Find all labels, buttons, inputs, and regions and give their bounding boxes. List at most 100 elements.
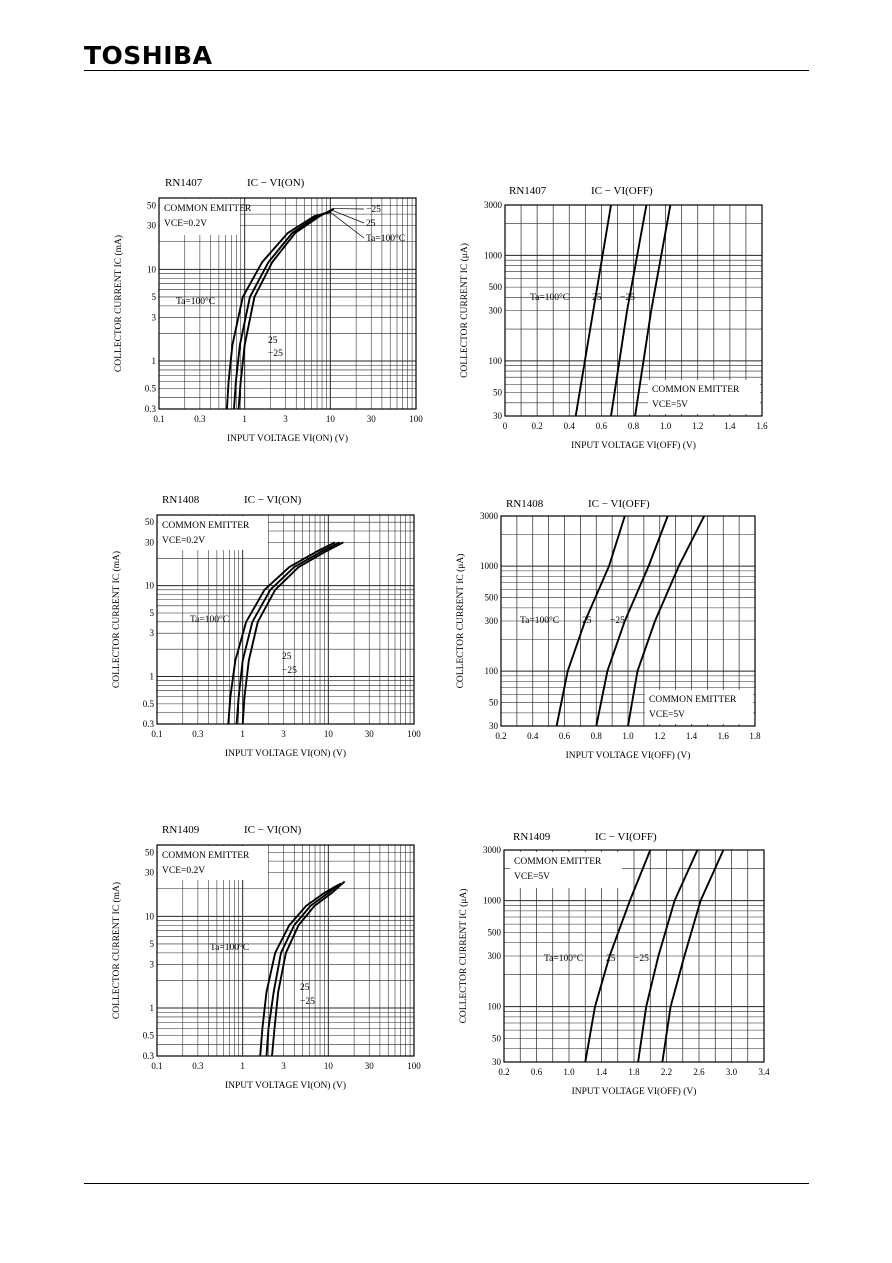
- y-tick-label: 3: [150, 959, 155, 969]
- y-tick-label: 30: [492, 1057, 502, 1067]
- y-tick-label: 100: [488, 1002, 502, 1012]
- annotation-common-emitter: COMMON EMITTER: [164, 204, 252, 214]
- series-label-25: 25: [282, 652, 292, 662]
- annotation-common-emitter: COMMON EMITTER: [652, 385, 740, 395]
- x-tick-label: 1.0: [660, 421, 672, 431]
- y-tick-label: 50: [145, 517, 155, 527]
- x-tick-label: 0.8: [591, 731, 603, 741]
- x-tick-label: 2.6: [693, 1067, 705, 1077]
- x-tick-label: 10: [324, 729, 334, 739]
- series-label-top-0: Ta=100°C: [366, 233, 405, 244]
- x-axis-label: INPUT VOLTAGE VI(OFF) (V): [571, 440, 696, 451]
- annotation-vce: VCE=5V: [649, 710, 685, 720]
- annotation-common-emitter: COMMON EMITTER: [162, 521, 250, 531]
- x-tick-label: 0.1: [151, 1061, 162, 1071]
- y-tick-label: 0.5: [143, 699, 155, 709]
- chart-title: IC − VI(ON): [247, 177, 305, 189]
- series-line-1: [595, 515, 669, 727]
- chart-part-number: RN1408: [162, 494, 200, 506]
- x-tick-label: 0.4: [564, 421, 576, 431]
- x-tick-label: 2.2: [661, 1067, 672, 1077]
- y-tick-label: 30: [489, 721, 499, 731]
- y-tick-label: 300: [489, 306, 503, 316]
- series-label-25: 25: [582, 616, 592, 626]
- y-tick-label: 5: [150, 939, 155, 949]
- x-tick-label: 0.8: [628, 421, 640, 431]
- x-tick-label: 3: [281, 729, 286, 739]
- series-label-m25: −25: [300, 997, 315, 1007]
- chart-rn1409-off: COMMON EMITTER VCE=5V Ta=100°C 25 −25 0.2 0.6 1…: [458, 831, 770, 1097]
- x-tick-label: 1.2: [654, 731, 665, 741]
- y-tick-label: 500: [489, 282, 503, 292]
- y-tick-label: 50: [147, 200, 157, 210]
- y-tick-label: 3000: [480, 511, 499, 521]
- plot-frame: [156, 844, 415, 1057]
- toshiba-logo: TOSHIBA: [84, 41, 213, 70]
- annotation-backdrop: [160, 199, 240, 235]
- series-line-2: [634, 204, 672, 417]
- series-label-top-2: −25: [366, 205, 381, 215]
- x-tick-label: 0.1: [151, 729, 162, 739]
- y-tick-label: 50: [492, 1033, 502, 1043]
- chart-title: IC − VI(OFF): [588, 498, 650, 510]
- y-tick-label: 0.5: [145, 384, 157, 394]
- chart-title: IC − VI(OFF): [591, 185, 653, 197]
- x-axis-label: INPUT VOLTAGE VI(OFF) (V): [572, 1086, 697, 1097]
- x-tick-label: 1.6: [718, 731, 730, 741]
- annotation-backdrop: [648, 380, 760, 414]
- annotation-backdrop: [158, 846, 268, 880]
- annotation-backdrop: [645, 690, 753, 724]
- plot-frame: [504, 204, 763, 417]
- annotation-common-emitter: COMMON EMITTER: [514, 857, 602, 867]
- x-tick-label: 1: [242, 414, 247, 424]
- annotation-vce: VCE=0.2V: [162, 866, 205, 876]
- x-tick-label: 30: [365, 1061, 375, 1071]
- x-tick-label: 0.1: [153, 414, 164, 424]
- x-tick-label: 0.4: [527, 731, 539, 741]
- series-label-25: 25: [300, 983, 310, 993]
- series-label-25: 25: [592, 293, 602, 303]
- series-line-2: [241, 541, 344, 725]
- series-line-1: [235, 541, 340, 725]
- annotation-common-emitter: COMMON EMITTER: [649, 695, 737, 705]
- x-tick-label: 1.6: [756, 421, 768, 431]
- x-tick-label: 0.3: [192, 729, 204, 739]
- annotation-backdrop: [510, 852, 622, 888]
- x-tick-label: 10: [324, 1061, 334, 1071]
- plot-frame: [503, 849, 765, 1063]
- chart-part-number: RN1409: [513, 831, 551, 843]
- x-tick-label: 100: [407, 1061, 421, 1071]
- series-label-ta: Ta=100°C: [210, 942, 249, 953]
- chart-part-number: RN1409: [162, 824, 200, 836]
- y-tick-label: 1000: [483, 896, 502, 906]
- y-axis-label: COLLECTOR CURRENT IC (mA): [111, 551, 122, 688]
- chart-title: IC − VI(OFF): [595, 831, 657, 843]
- chart-part-number: RN1407: [165, 177, 203, 189]
- series-label-m25: −25: [282, 666, 297, 676]
- y-tick-label: 30: [145, 537, 155, 547]
- series-label-ta: Ta=100°C: [190, 614, 229, 625]
- y-tick-label: 100: [485, 666, 499, 676]
- y-axis-label: COLLECTOR CURRENT IC (μA): [459, 243, 470, 378]
- series-line-0: [227, 541, 336, 725]
- chart-rn1407-on: COMMON EMITTER VCE=0.2V Ta=100°C −25 25 Ta=10…: [113, 177, 423, 444]
- grid: [156, 844, 414, 1057]
- series-line-2: [237, 207, 335, 410]
- y-tick-label: 1000: [480, 561, 499, 571]
- series-line-1: [233, 209, 333, 410]
- x-tick-label: 100: [409, 414, 423, 424]
- y-tick-label: 30: [145, 868, 155, 878]
- y-tick-label: 3000: [484, 200, 503, 210]
- y-tick-label: 100: [489, 356, 503, 366]
- annotation-vce: VCE=5V: [652, 400, 688, 410]
- leader-line: [330, 211, 365, 239]
- series-label-m25: −25: [268, 349, 283, 359]
- y-tick-label: 1: [150, 672, 155, 682]
- y-tick-label: 500: [485, 593, 499, 603]
- x-tick-label: 3.0: [726, 1067, 738, 1077]
- chart-rn1408-off: COMMON EMITTER VCE=5V Ta=100°C 25 −25 0.2 0.4 0…: [455, 498, 761, 761]
- annotation-vce: VCE=0.2V: [164, 219, 207, 229]
- x-axis-label: INPUT VOLTAGE VI(ON) (V): [225, 748, 346, 759]
